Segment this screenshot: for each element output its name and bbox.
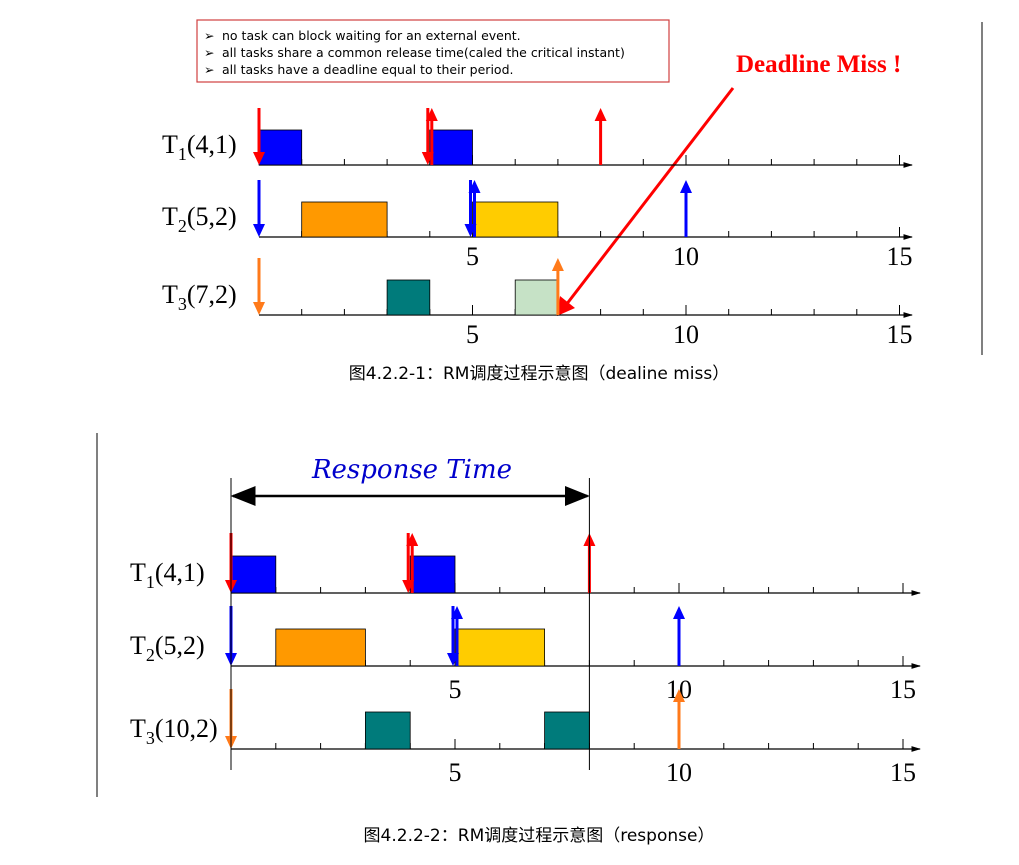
job-bar-t3: [544, 711, 590, 750]
release-arrow-head: [253, 224, 265, 237]
note-item: all tasks have a deadline equal to their…: [222, 62, 513, 77]
job-bar-t2: [472, 201, 559, 238]
tick-label: 15: [890, 675, 916, 704]
release-arrow-head: [253, 302, 265, 315]
tick-label: 5: [449, 675, 462, 704]
job-bar-t2: [301, 201, 388, 238]
job-bar-t1: [258, 129, 303, 166]
deadline-arrow-head: [594, 108, 607, 121]
deadline-arrow-head: [468, 180, 481, 193]
figure1-caption: 图4.2.2-1：RM调度过程示意图（dealine miss）: [349, 364, 729, 384]
job-bar-t3: [514, 279, 559, 316]
job-bar-t3: [386, 279, 431, 316]
task-label-t1: T1(4,1): [162, 130, 237, 164]
deadline-arrow-head: [673, 606, 685, 619]
job-bar-t3: [364, 711, 411, 750]
deadline-arrow-head: [406, 533, 419, 546]
job-bar-t1: [230, 555, 277, 594]
timeline-t1: T1(4,1): [130, 533, 921, 596]
deadline-arrow-head: [425, 108, 438, 121]
tick-label: 10: [666, 758, 692, 787]
task-label-t1: T1(4,1): [130, 558, 205, 592]
notes-bullet: ➢: [204, 62, 214, 77]
job-bar-t2: [275, 628, 366, 667]
response-time-label: Response Time: [311, 455, 512, 485]
deadline-arrow-head: [451, 606, 463, 619]
note-item: no task can block waiting for an externa…: [222, 28, 521, 43]
deadline-arrow-head: [680, 180, 692, 193]
figure2-caption: 图4.2.2-2：RM调度过程示意图（response）: [364, 826, 715, 846]
tick-label: 10: [673, 242, 699, 271]
timeline-t1: T1(4,1): [162, 108, 913, 168]
task-label-t2: T2(5,2): [162, 202, 237, 236]
timeline-t3: T3(10,2) 5 10 15: [130, 689, 921, 787]
deadline-miss-pointer-head: [557, 296, 575, 316]
task-label-t2: T2(5,2): [130, 631, 205, 665]
release-arrow-head: [253, 152, 265, 165]
notes-bullet: ➢: [204, 28, 214, 43]
tick-label: 5: [466, 242, 479, 271]
timeline-t3: T3(7,2) 5 10 15: [162, 258, 913, 349]
job-bar-t1: [409, 555, 456, 594]
job-bar-t1: [429, 129, 473, 166]
task-label-t3: T3(10,2): [130, 714, 218, 748]
figure1: ➢ no task can block waiting for an exter…: [162, 19, 983, 384]
note-item: all tasks share a common release time(ca…: [222, 45, 625, 60]
job-bar-t2: [454, 628, 545, 667]
task-label-t3: T3(7,2): [162, 280, 237, 314]
tick-label: 10: [673, 320, 699, 349]
deadline-arrow-head: [673, 689, 685, 702]
figure2: Response Time T1(4,1)T2(5,2)51015T3(10,2…: [96, 433, 921, 846]
tick-label: 15: [887, 320, 913, 349]
timeline-t2: T2(5,2) 5 10 15: [162, 180, 913, 271]
notes-box: [196, 19, 670, 83]
deadline-miss-label: Deadline Miss !: [736, 51, 901, 78]
deadline-miss-pointer: [564, 87, 735, 306]
tick-label: 15: [887, 242, 913, 271]
tick-label: 15: [890, 758, 916, 787]
tick-label: 5: [449, 758, 462, 787]
deadline-arrow-head: [551, 258, 564, 271]
notes-bullet: ➢: [204, 45, 214, 60]
notes-list: ➢ no task can block waiting for an exter…: [204, 28, 625, 77]
tick-label: 5: [466, 320, 479, 349]
